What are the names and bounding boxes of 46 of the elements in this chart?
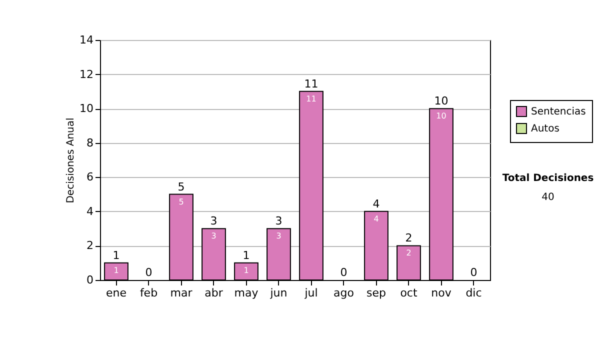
total-label: 0 xyxy=(145,266,152,279)
data-label: 3 xyxy=(276,232,282,241)
x-tick-label: nov xyxy=(431,286,452,300)
total-label: 4 xyxy=(372,197,380,210)
y-tick-label: 10 xyxy=(80,102,94,116)
total-label: 2 xyxy=(405,232,412,245)
total-label: 3 xyxy=(210,214,218,228)
total-label: 10 xyxy=(434,94,448,108)
x-tick-label: sep xyxy=(366,286,386,300)
x-tick-label: jun xyxy=(269,286,288,300)
y-tick-label: 12 xyxy=(80,68,94,81)
total-label: 0 xyxy=(340,266,348,279)
y-tick-label: 14 xyxy=(80,34,94,46)
data-label: 5 xyxy=(178,197,184,206)
x-tick-label: mar xyxy=(170,286,193,300)
data-label: 4 xyxy=(374,214,379,224)
text: Total Decisiones xyxy=(502,173,594,184)
y-tick-label: 2 xyxy=(86,239,94,252)
data-label: 3 xyxy=(211,232,216,241)
total-label: 5 xyxy=(178,180,185,194)
y-tick-label: 6 xyxy=(86,170,94,184)
text: 40 xyxy=(542,192,554,203)
x-tick-label: ene xyxy=(106,286,127,300)
y-tick-label: 0 xyxy=(86,274,94,286)
x-tick-label: abr xyxy=(204,286,224,300)
data-label: 1 xyxy=(114,266,119,275)
total-label: 1 xyxy=(242,248,250,262)
legend-label: Sentencias xyxy=(531,106,586,118)
data-label: 1 xyxy=(244,266,249,275)
x-tick-label: jul xyxy=(304,286,318,300)
x-tick-label: dic xyxy=(466,286,482,300)
data-label: 11 xyxy=(306,94,316,104)
y-tick-label: 8 xyxy=(86,136,94,150)
total-label: 1 xyxy=(112,248,120,262)
x-tick-label: feb xyxy=(140,286,158,300)
total-label: 3 xyxy=(275,214,282,228)
legend-label: Autos xyxy=(531,124,560,134)
total-label: 0 xyxy=(470,266,478,279)
y-tick-label: 4 xyxy=(86,204,94,218)
total-label: 11 xyxy=(304,77,318,90)
x-tick-label: ago xyxy=(334,286,354,300)
y-axis-title: Decisiones Anual xyxy=(66,118,77,204)
x-tick-label: oct xyxy=(400,286,418,300)
data-label: 2 xyxy=(406,248,412,258)
data-label: 10 xyxy=(436,112,446,121)
x-tick-label: may xyxy=(234,286,259,300)
